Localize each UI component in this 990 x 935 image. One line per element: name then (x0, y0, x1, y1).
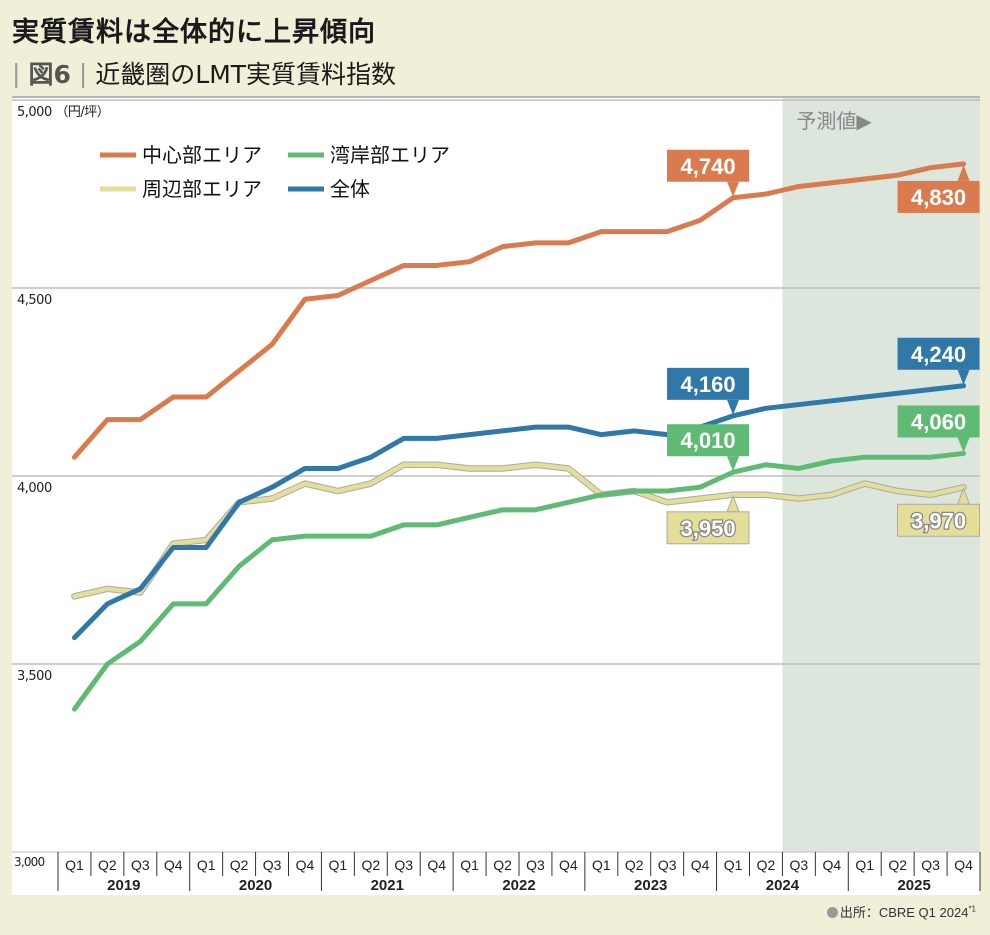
x-tick-label: Q3 (921, 857, 940, 873)
callout-value: 3,970 (911, 508, 966, 533)
callout: 4,740 (667, 149, 750, 197)
source-note: 出所：CBRE Q1 2024*1 (826, 902, 976, 921)
y-tick-label: 3,500 (17, 669, 52, 684)
footnote-mark: *1 (968, 904, 976, 914)
x-tick-label: Q3 (526, 857, 545, 873)
x-tick-label: Q3 (790, 857, 809, 873)
x-year-label: 2023 (634, 877, 667, 894)
callout: 3,970 (897, 486, 981, 537)
x-year-label: 2024 (766, 877, 800, 894)
callout: 4,010 (667, 424, 750, 472)
source-text: 出所：CBRE Q1 2024 (839, 905, 969, 920)
series-line-3 (71, 383, 967, 641)
x-tick-label: Q2 (625, 857, 644, 873)
x-tick-label: Q1 (65, 857, 84, 873)
x-tick-label: Q2 (230, 857, 249, 873)
x-tick-label: Q3 (658, 857, 677, 873)
series-line-0 (71, 161, 967, 460)
x-tick-label: Q2 (361, 857, 380, 873)
x-tick-label: Q2 (493, 857, 512, 873)
callout: 4,160 (667, 367, 750, 415)
callout-box (897, 180, 980, 213)
y-tick-label: 3,000 (14, 855, 45, 869)
x-year-label: 2020 (239, 877, 272, 894)
callout-pointer (727, 181, 740, 197)
x-tick-label: Q4 (954, 857, 973, 873)
x-tick-label: Q4 (296, 857, 315, 873)
callout: 4,240 (897, 337, 980, 385)
callout-value: 4,240 (911, 342, 966, 367)
x-tick-label: Q4 (822, 857, 841, 873)
callout-pointer (727, 399, 740, 415)
x-tick-label: Q4 (164, 857, 183, 873)
x-tick-label: Q4 (691, 857, 710, 873)
x-tick-label: Q2 (757, 857, 776, 873)
callout-box (666, 511, 750, 545)
callout-box (897, 503, 981, 537)
callout-box (897, 405, 980, 438)
legend-label: 全体 (330, 177, 370, 201)
x-tick-label: Q1 (197, 857, 216, 873)
x-tick-label: Q4 (559, 857, 578, 873)
x-tick-label: Q1 (855, 857, 874, 873)
x-tick-label: Q1 (329, 857, 348, 873)
callout-pointer (957, 369, 970, 385)
forecast-label: 予測値▶ (796, 109, 872, 133)
x-tick-label: Q1 (460, 857, 479, 873)
divider: | (12, 58, 21, 88)
callout-value: 4,060 (911, 409, 966, 434)
x-tick-label: Q1 (724, 857, 743, 873)
legend-label: 周辺部エリア (142, 177, 262, 201)
chart-subtitle: | 図6 | 近畿圏のLMT実質賃料指数 (12, 55, 396, 91)
callout: 4,060 (897, 405, 980, 453)
callout: 4,830 (897, 164, 980, 213)
chart-title: 近畿圏のLMT実質賃料指数 (95, 60, 397, 89)
x-year-label: 2025 (897, 877, 930, 894)
y-tick-label: 5,000 （円/坪） (17, 105, 109, 120)
x-tick-label: Q4 (427, 857, 446, 873)
header-rule (12, 96, 980, 98)
x-tick-label: Q3 (131, 857, 150, 873)
bullet-icon (826, 907, 838, 918)
x-tick-label: Q3 (263, 857, 282, 873)
callout-box (667, 149, 750, 182)
callout-value: 4,830 (911, 185, 966, 210)
callout: 3,950 (666, 494, 750, 545)
callout-box (897, 337, 980, 370)
x-year-label: 2021 (371, 877, 404, 894)
y-tick-label: 4,500 (17, 293, 52, 308)
callout-box (667, 367, 750, 400)
x-tick-label: Q2 (98, 857, 117, 873)
callout-value: 4,740 (681, 154, 736, 179)
callout-box (667, 424, 750, 457)
x-tick-label: Q1 (592, 857, 611, 873)
callout-value: 3,950 (681, 516, 736, 541)
legend-label: 湾岸部エリア (330, 143, 450, 167)
x-year-label: 2019 (107, 877, 140, 894)
callout-pointer (957, 437, 970, 453)
figure-number: 図6 (28, 60, 71, 89)
callout-value: 4,010 (681, 428, 736, 453)
divider: | (78, 58, 88, 88)
series-line-1 (71, 450, 967, 712)
x-tick-label: Q2 (888, 857, 907, 873)
y-tick-label: 4,000 (17, 481, 52, 496)
x-tick-label: Q3 (394, 857, 413, 873)
chart-headline: 実質賃料は全体的に上昇傾向 (12, 17, 376, 48)
legend-label: 中心部エリア (142, 143, 262, 167)
callout-pointer (957, 164, 970, 181)
callout-value: 4,160 (681, 372, 736, 397)
forecast-band (782, 98, 980, 852)
x-year-label: 2022 (502, 877, 535, 894)
callout-pointer (727, 456, 740, 472)
